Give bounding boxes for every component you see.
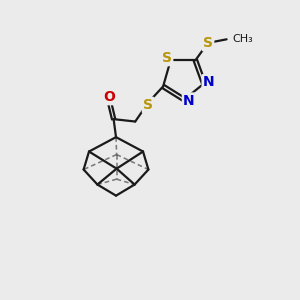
Text: N: N xyxy=(203,75,214,89)
Text: N: N xyxy=(183,94,195,108)
Text: S: S xyxy=(143,98,153,112)
Text: CH₃: CH₃ xyxy=(232,34,253,44)
Text: O: O xyxy=(103,90,115,104)
Text: S: S xyxy=(203,36,213,50)
Text: S: S xyxy=(162,51,172,65)
